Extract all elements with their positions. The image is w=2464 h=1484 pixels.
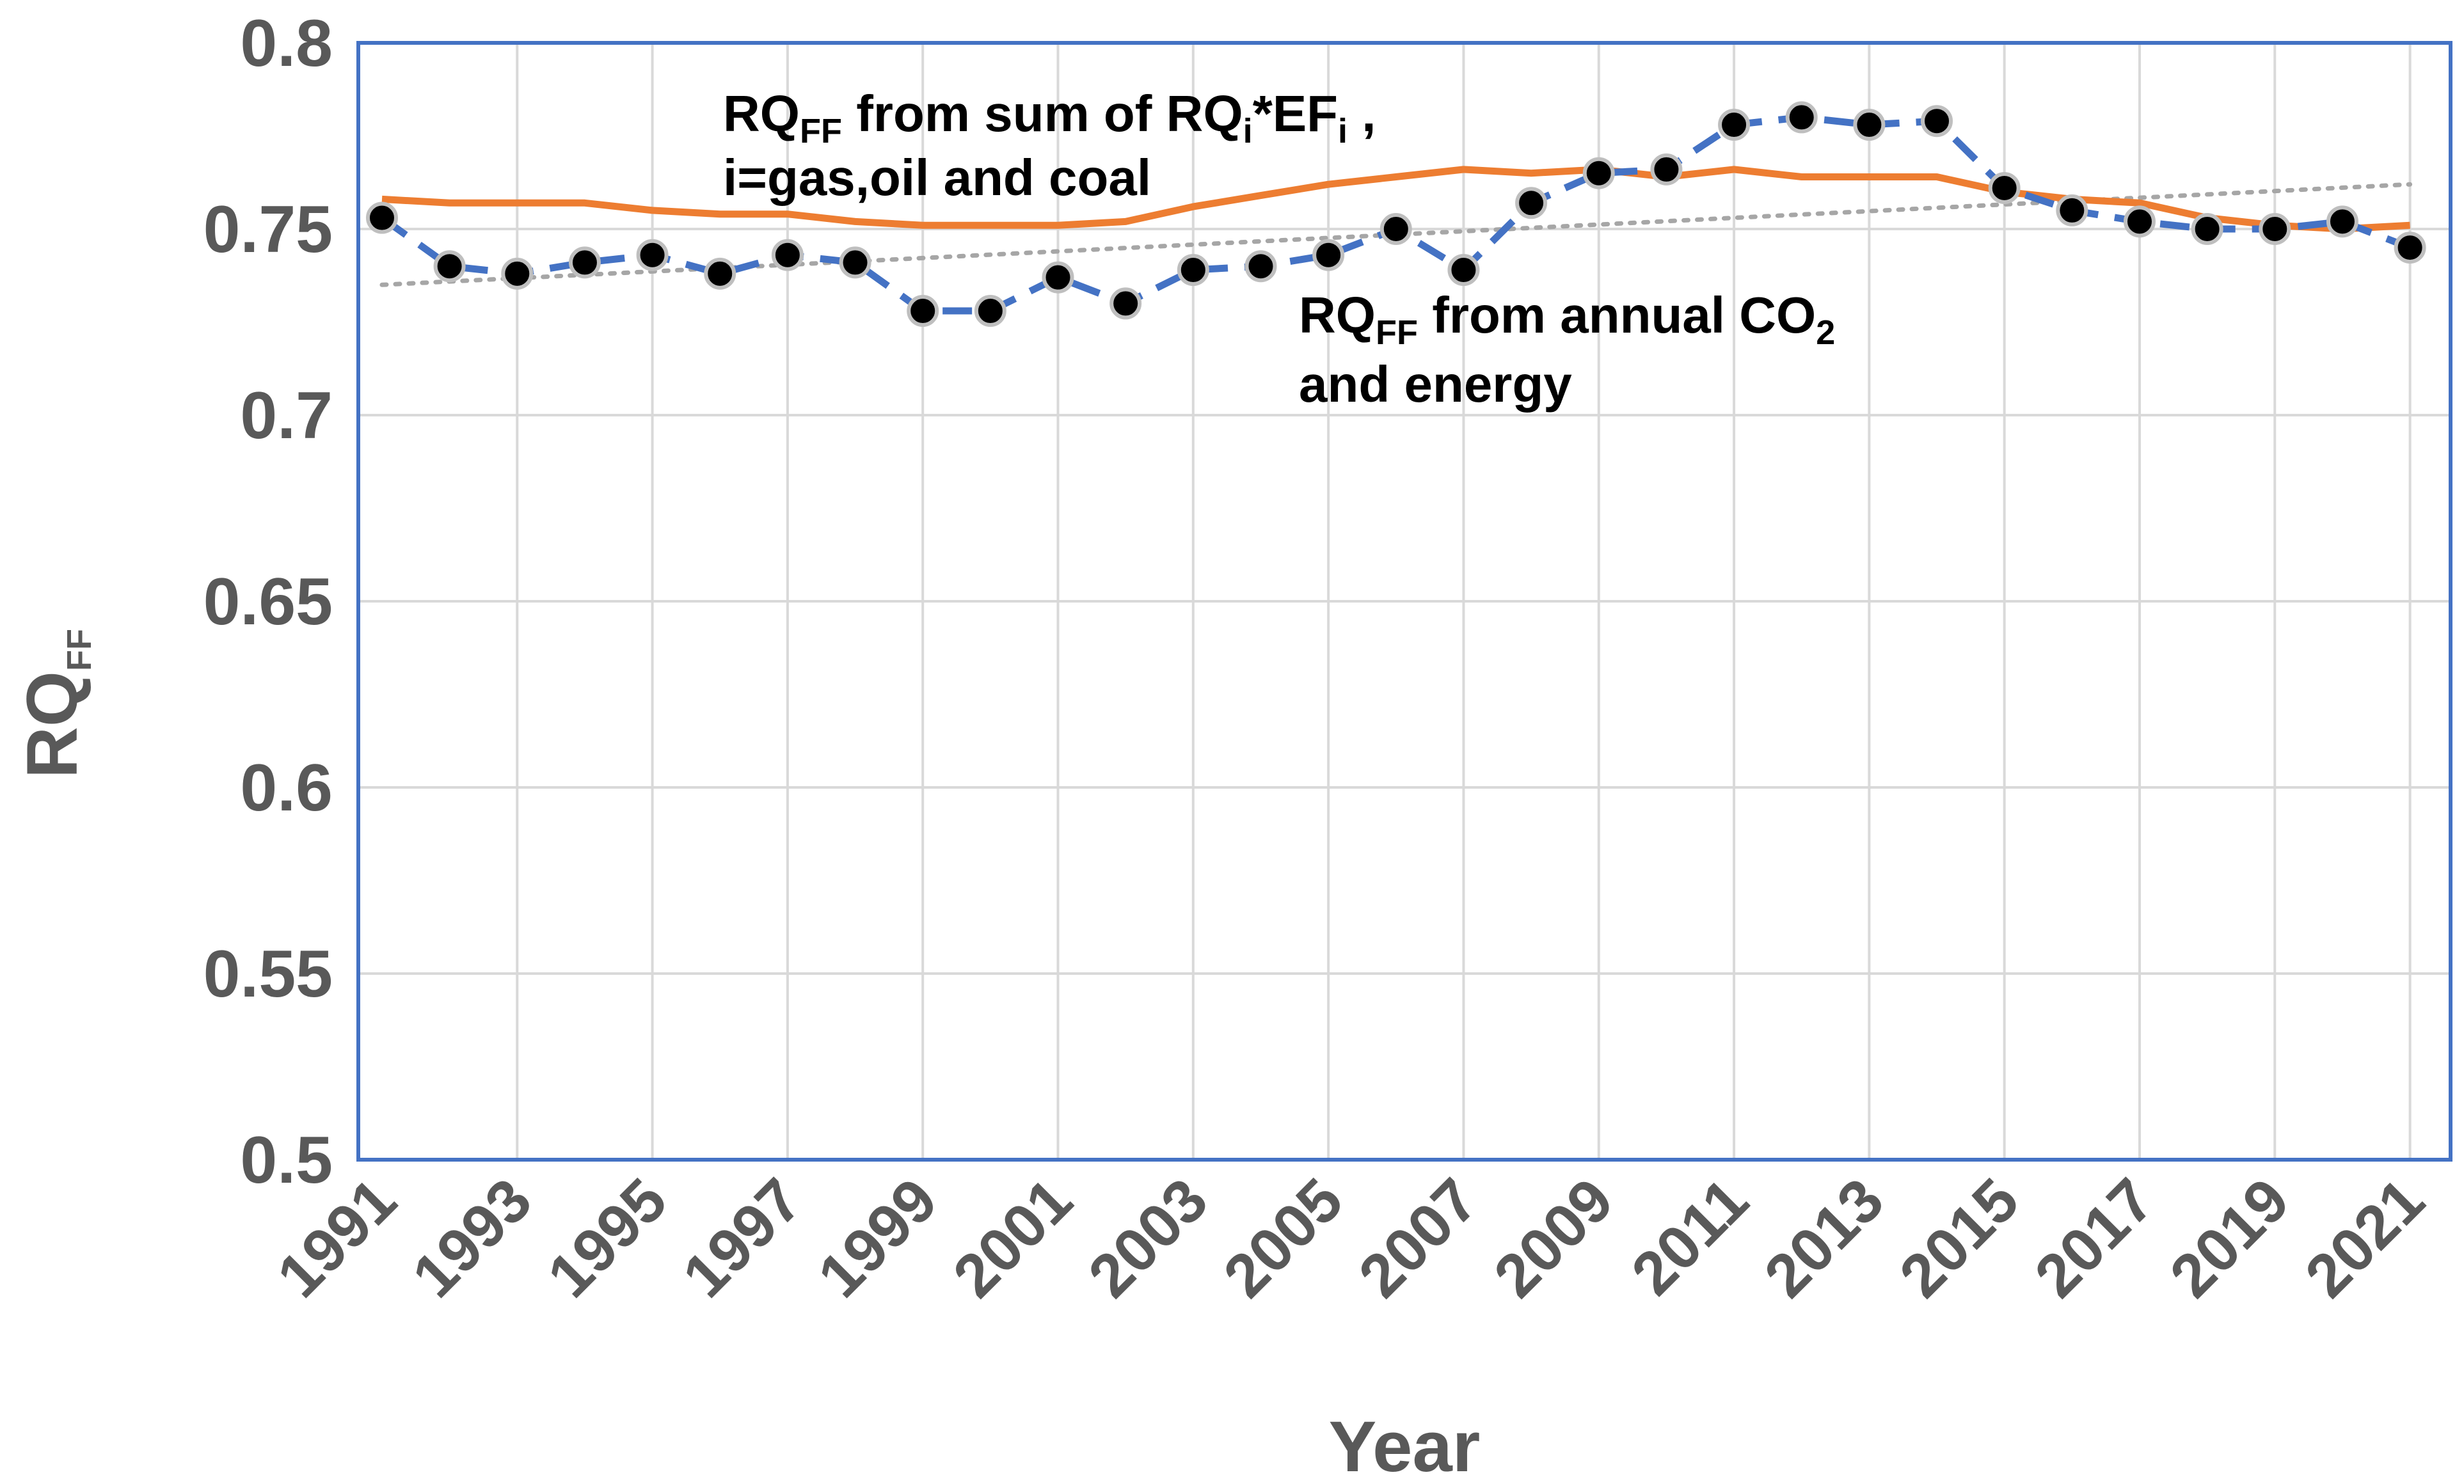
data-point-marker [1853, 109, 1886, 141]
data-point-marker [1988, 171, 2021, 204]
y-tick-label: 0.65 [203, 565, 333, 639]
x-tick-label: 2021 [2293, 1165, 2438, 1311]
data-point-marker [1447, 254, 1480, 287]
data-point-marker [907, 295, 939, 328]
data-point-marker [771, 239, 804, 271]
y-axis-title: RQFF [12, 629, 99, 778]
data-point-marker [1718, 109, 1751, 141]
series-layer [365, 101, 2426, 328]
x-tick-label: 1999 [805, 1165, 950, 1311]
y-tick-label: 0.6 [240, 751, 333, 825]
y-tick-label: 0.5 [240, 1123, 333, 1197]
data-point-marker [1109, 287, 1142, 320]
x-tick-label: 1993 [399, 1165, 544, 1311]
y-tick-label: 0.7 [240, 379, 333, 453]
data-point-marker [974, 295, 1006, 328]
x-axis-title: Year [1329, 1407, 1481, 1484]
data-point-marker [1042, 261, 1074, 294]
data-point-marker [433, 250, 466, 283]
x-tick-label: 2007 [1346, 1165, 1491, 1311]
y-axis-ticks: 0.5 0.55 0.6 0.65 0.7 0.75 0.8 [203, 6, 333, 1197]
x-tick-label: 2019 [2157, 1165, 2302, 1311]
data-point-marker [839, 246, 871, 279]
data-point-marker [1379, 213, 1412, 245]
svg-text:i=gas,oil and coal: i=gas,oil and coal [723, 149, 1151, 206]
annotation-sum-series: RQFF from sum of RQi*EFi , i=gas,oil and… [723, 85, 1376, 206]
y-tick-label: 0.55 [203, 937, 333, 1011]
x-tick-label: 1995 [535, 1165, 680, 1311]
x-tick-label: 1997 [670, 1165, 815, 1311]
x-tick-label: 2001 [941, 1165, 1086, 1311]
x-axis-ticks: 1991199319951997199920012003200520072009… [264, 1165, 2437, 1311]
data-point-marker [2123, 205, 2156, 238]
x-tick-label: 2017 [2022, 1165, 2167, 1311]
data-point-marker [2056, 194, 2088, 226]
data-point-marker [2191, 213, 2223, 245]
data-point-marker [1244, 250, 1277, 283]
data-point-marker [1582, 157, 1615, 189]
data-point-marker [2259, 213, 2291, 245]
x-tick-label: 2009 [1481, 1165, 1626, 1311]
data-point-marker [1785, 101, 1818, 134]
y-tick-label: 0.8 [240, 6, 333, 81]
data-point-marker [1515, 187, 1548, 219]
plot-area-border [356, 41, 2452, 1162]
data-point-marker [704, 257, 736, 290]
x-tick-label: 2013 [1752, 1165, 1897, 1311]
svg-text:and energy: and energy [1299, 356, 1572, 413]
data-point-marker [2326, 205, 2358, 238]
svg-text:RQFF from sum of RQi*EFi ,: RQFF from sum of RQi*EFi , [723, 85, 1376, 150]
x-tick-label: 2005 [1211, 1165, 1356, 1311]
svg-text:RQFF from annual CO2: RQFF from annual CO2 [1299, 287, 1835, 352]
data-point-marker [1312, 239, 1345, 271]
data-point-marker [1650, 153, 1683, 186]
x-tick-label: 2015 [1887, 1165, 2032, 1311]
x-tick-label: 2011 [1619, 1165, 1761, 1308]
x-tick-label: 2003 [1076, 1165, 1221, 1311]
data-point-marker [2394, 232, 2426, 264]
y-tick-label: 0.75 [203, 193, 333, 267]
data-point-marker [1177, 254, 1209, 287]
data-point-marker [365, 201, 398, 234]
data-point-marker [636, 239, 669, 271]
data-point-marker [568, 246, 601, 279]
annotation-annual-series: RQFF from annual CO2 and energy [1299, 287, 1835, 413]
data-point-marker [501, 257, 534, 290]
data-point-marker [1921, 105, 1953, 138]
